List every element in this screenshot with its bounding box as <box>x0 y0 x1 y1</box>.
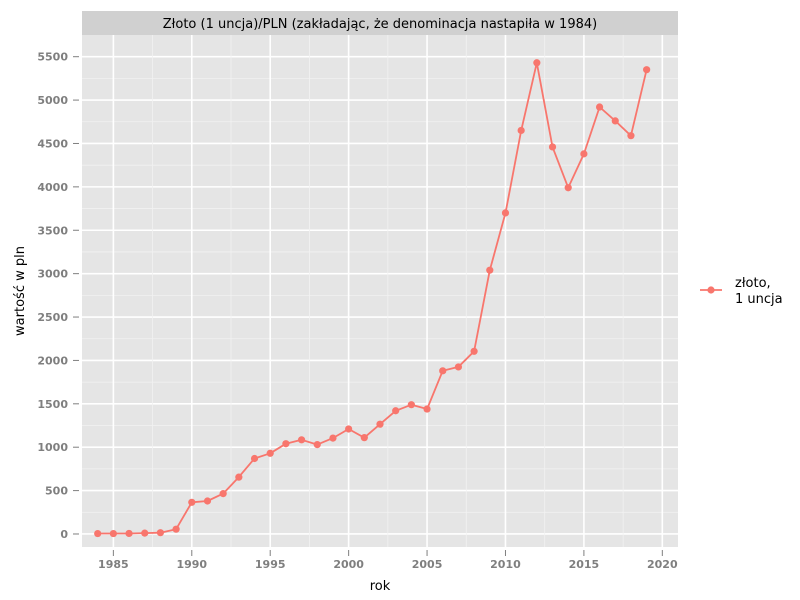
data-point <box>470 347 478 355</box>
data-point <box>423 405 431 413</box>
data-point <box>156 529 165 537</box>
data-point <box>313 441 321 449</box>
x-axis-title: rok <box>370 579 391 594</box>
chart-title: Złoto (1 uncja)/PLN (zakładając, że deno… <box>163 17 597 32</box>
legend-marker <box>707 286 715 294</box>
data-point <box>360 434 368 442</box>
data-point <box>203 497 212 505</box>
x-tick-label: 2020 <box>647 558 678 571</box>
data-point <box>141 529 149 537</box>
grid <box>82 35 678 547</box>
data-point <box>266 449 274 457</box>
data-point <box>188 498 196 506</box>
data-point <box>564 184 572 192</box>
data-point <box>548 143 557 151</box>
y-tick-label: 4500 <box>37 137 68 150</box>
y-tick-label: 5500 <box>37 51 68 64</box>
x-tick-label: 1990 <box>176 558 207 571</box>
data-point <box>439 367 447 375</box>
y-tick-label: 1000 <box>37 441 68 454</box>
data-point <box>250 454 259 463</box>
y-tick-label: 2000 <box>37 354 68 367</box>
y-tick-label: 3000 <box>37 268 68 281</box>
y-tick-label: 5000 <box>37 94 68 107</box>
data-point <box>517 126 525 135</box>
y-tick-label: 4000 <box>37 181 68 194</box>
x-tick-label: 1985 <box>98 558 129 571</box>
legend: złoto, 1 uncja <box>700 276 783 307</box>
x-tick-label: 2000 <box>333 558 364 571</box>
y-tick-label: 2500 <box>37 311 68 324</box>
legend-label: złoto, 1 uncja <box>735 276 783 307</box>
series-line <box>97 61 648 535</box>
data-point <box>611 117 619 125</box>
data-point <box>125 529 133 538</box>
data-point <box>501 209 510 217</box>
data-point <box>329 434 337 442</box>
y-axis-title: wartość w pln <box>13 246 28 336</box>
data-point <box>297 436 306 444</box>
data-point <box>172 525 180 533</box>
data-point <box>595 103 604 111</box>
data-point <box>94 529 102 538</box>
strip-background <box>82 11 678 35</box>
data-point <box>643 66 651 74</box>
y-tick-label: 500 <box>45 485 68 498</box>
data-point <box>580 150 588 158</box>
data-point <box>392 407 400 415</box>
x-axis-ticks: 1985 1990 1995 2000 2005 2010 2015 2020 <box>98 550 678 571</box>
x-tick-label: 2015 <box>569 558 600 571</box>
y-axis-ticks: 0 500 1000 1500 2000 2500 3000 3500 4000 4500 5000… <box>37 51 79 541</box>
x-tick-label: 1995 <box>255 558 286 571</box>
series-layer <box>94 59 651 538</box>
y-tick-label: 1500 <box>37 398 68 411</box>
data-point <box>407 401 415 409</box>
y-tick-label: 0 <box>60 528 68 541</box>
data-point <box>109 529 117 538</box>
data-point <box>454 363 463 371</box>
data-point <box>235 473 243 481</box>
x-tick-label: 2005 <box>412 558 443 571</box>
data-point <box>627 132 635 140</box>
data-point <box>376 420 384 428</box>
panel-background <box>82 35 678 547</box>
data-point <box>533 59 541 67</box>
data-point <box>486 266 494 274</box>
y-tick-label: 3500 <box>37 224 68 237</box>
data-point <box>282 440 290 448</box>
data-point <box>345 425 353 433</box>
data-point <box>219 490 227 498</box>
x-tick-label: 2010 <box>490 558 521 571</box>
